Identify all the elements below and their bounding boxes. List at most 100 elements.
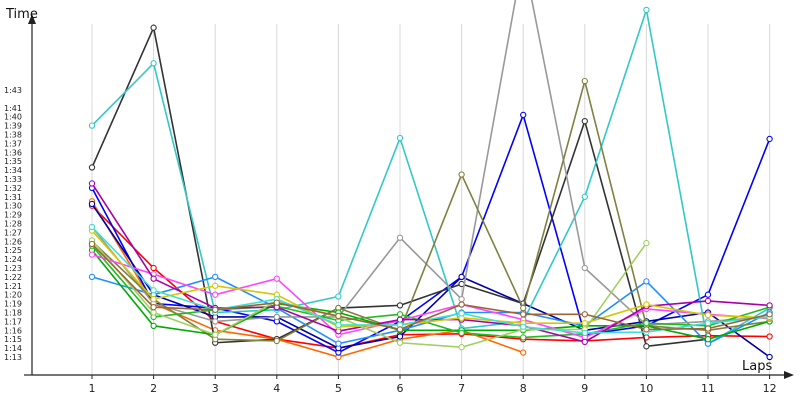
data-point xyxy=(643,343,650,350)
y-tick-label: 1:41 xyxy=(4,104,22,113)
data-point xyxy=(581,77,588,85)
axes xyxy=(24,14,794,379)
x-axis-title: Laps xyxy=(742,359,772,374)
data-point xyxy=(212,306,219,313)
data-point xyxy=(396,234,404,241)
y-tick-label: 1:26 xyxy=(4,237,22,246)
data-point xyxy=(88,240,96,248)
data-point xyxy=(212,291,219,298)
data-point xyxy=(520,349,527,356)
data-point xyxy=(88,122,96,129)
data-point xyxy=(212,331,219,338)
y-tick-label: 1:24 xyxy=(4,255,22,264)
series-line xyxy=(91,243,770,331)
data-point xyxy=(520,311,527,318)
data-point xyxy=(396,311,404,318)
data-point xyxy=(150,275,157,282)
series-16 xyxy=(88,240,773,333)
data-point xyxy=(643,6,650,14)
series-5 xyxy=(88,6,773,347)
data-point xyxy=(643,278,650,285)
x-tick-labels: 1 2 3 4 5 6 7 8 9 10 11 12 xyxy=(89,382,777,395)
series-line xyxy=(91,9,771,345)
data-point xyxy=(88,251,96,258)
x-tick-label: 2 xyxy=(150,382,157,395)
y-tick-label: 1:19 xyxy=(4,300,22,309)
data-point xyxy=(581,320,588,327)
data-point xyxy=(150,264,157,272)
y-tick-label: 1:32 xyxy=(4,184,22,193)
y-tick-label: 1:28 xyxy=(4,220,22,229)
series-line xyxy=(91,226,770,334)
y-tick-label: 1:25 xyxy=(4,246,22,255)
x-axis-arrow xyxy=(784,371,794,379)
x-tick-label: 5 xyxy=(335,382,342,395)
x-tick-label: 12 xyxy=(763,382,777,395)
data-point xyxy=(88,164,96,171)
data-point xyxy=(704,297,712,305)
data-point xyxy=(150,309,157,316)
y-tick-label: 1:21 xyxy=(4,282,22,291)
x-tick-label: 6 xyxy=(397,382,404,395)
series-line xyxy=(91,0,770,326)
data-point xyxy=(520,334,527,341)
data-point xyxy=(704,325,712,332)
data-point xyxy=(212,318,219,325)
x-tick-label: 10 xyxy=(639,382,653,395)
data-point xyxy=(150,60,157,67)
data-point xyxy=(458,329,465,337)
series-7 xyxy=(88,0,773,329)
y-tick-label: 1:23 xyxy=(4,264,22,273)
data-point xyxy=(766,135,773,143)
data-point xyxy=(458,301,465,308)
x-tick-label: 8 xyxy=(520,382,527,395)
y-tick-label: 1:30 xyxy=(4,202,22,211)
series-line xyxy=(91,230,770,328)
data-point xyxy=(704,291,712,298)
series-line xyxy=(91,203,771,358)
data-point xyxy=(396,302,404,309)
data-point xyxy=(458,310,465,317)
data-point xyxy=(581,118,588,125)
y-tick-label: 1:40 xyxy=(4,113,22,122)
y-tick-labels: 1:131:141:151:161:171:181:191:201:211:22… xyxy=(4,86,22,362)
y-tick-label: 1:17 xyxy=(4,317,22,326)
data-point xyxy=(150,24,157,31)
data-point xyxy=(273,313,280,321)
y-tick-label: 1:38 xyxy=(4,131,22,140)
data-point xyxy=(581,338,588,346)
data-point xyxy=(766,302,773,309)
y-tick-label: 1:37 xyxy=(4,139,22,148)
data-point xyxy=(643,239,650,247)
data-point xyxy=(396,326,404,333)
data-point xyxy=(150,287,157,294)
data-point xyxy=(88,180,96,187)
data-point xyxy=(458,295,465,303)
y-tick-label: 1:18 xyxy=(4,309,22,318)
y-tick-label: 1:29 xyxy=(4,211,22,220)
data-point xyxy=(643,301,650,308)
data-point xyxy=(88,273,96,281)
x-tick-label: 3 xyxy=(212,382,219,395)
x-tick-label: 9 xyxy=(581,382,588,395)
data-point xyxy=(643,326,650,333)
series-15 xyxy=(88,223,773,337)
series-14 xyxy=(88,237,650,351)
data-point xyxy=(581,329,588,337)
data-point xyxy=(396,316,404,323)
y-tick-label: 1:20 xyxy=(4,291,22,300)
x-tick-label: 4 xyxy=(273,382,280,395)
y-tick-label: 1:16 xyxy=(4,326,22,335)
y-tick-label: 1:22 xyxy=(4,273,22,282)
data-point xyxy=(581,193,588,200)
data-point xyxy=(273,299,280,306)
data-point xyxy=(766,333,773,340)
data-point xyxy=(704,336,712,343)
data-point xyxy=(766,311,773,318)
data-point xyxy=(273,337,280,345)
y-tick-label: 1:39 xyxy=(4,122,22,131)
data-point xyxy=(335,293,342,300)
y-tick-label: 1:36 xyxy=(4,148,22,157)
data-point xyxy=(396,134,404,142)
